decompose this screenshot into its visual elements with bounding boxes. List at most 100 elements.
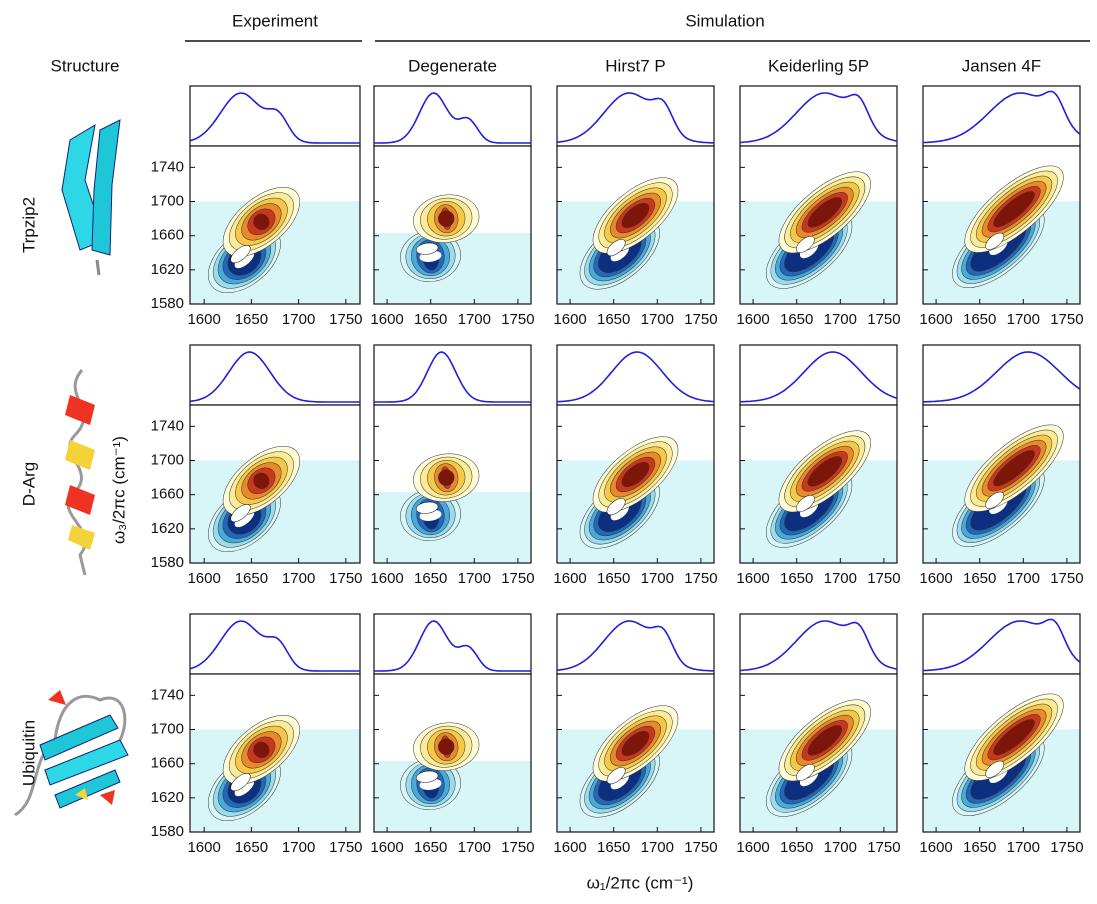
contour-frame [556, 673, 715, 833]
positive-contour [253, 213, 270, 230]
positive-contour [621, 203, 650, 228]
x-tick-label: 1700 [458, 570, 491, 587]
contour-background [374, 405, 531, 453]
x-tick-label: 1600 [187, 311, 220, 328]
negative-peak [415, 242, 439, 255]
x-tick-label: 1750 [867, 570, 900, 587]
row-label: Ubiquitin [19, 720, 38, 786]
spectrum-line [922, 90, 1081, 144]
negative-peak [796, 235, 815, 253]
negative-peak [606, 767, 626, 785]
structure-d-arg [65, 369, 95, 576]
x-tick-label: 1600 [919, 839, 952, 856]
x-tick-label: 1600 [736, 311, 769, 328]
positive-contour [807, 725, 843, 756]
positive-contour [621, 731, 650, 756]
spectrum-frame [189, 344, 361, 406]
negative-peak [230, 504, 251, 523]
contour-background [190, 146, 360, 194]
x-tick-label: 1750 [329, 570, 362, 587]
x-tick-label: 1750 [867, 839, 900, 856]
spectrum-frame [189, 85, 361, 147]
column-header: Jansen 4F [962, 56, 1041, 75]
negative-peak [230, 773, 251, 792]
contour-background [740, 674, 897, 722]
negative-peak [415, 501, 439, 514]
x-tick-label: 1650 [597, 570, 630, 587]
contour-frame [556, 404, 715, 564]
x-tick-label: 1700 [282, 570, 315, 587]
positive-contour [253, 741, 270, 758]
negative-peak [606, 239, 626, 257]
spectrum-line [556, 620, 714, 672]
x-tick-label: 1700 [458, 311, 491, 328]
positive-contour [993, 191, 1035, 228]
contour-frame [922, 145, 1081, 305]
y-tick-label: 1700 [151, 720, 184, 737]
contour-frame [556, 145, 715, 305]
x-tick-label: 1600 [736, 839, 769, 856]
contour-background [740, 146, 897, 194]
contour-plot [557, 405, 714, 563]
column-header: Keiderling 5P [768, 56, 869, 75]
contour-frame [189, 145, 361, 305]
contour-frame [373, 145, 532, 305]
y-tick-label: 1620 [151, 520, 184, 537]
x-tick-label: 1650 [780, 570, 813, 587]
x-tick-label: 1700 [824, 839, 857, 856]
contour-background [557, 405, 714, 453]
spectrum-line [189, 351, 360, 403]
contour-background [557, 674, 714, 722]
y-tick-label: 1580 [151, 823, 184, 840]
y-tick-label: 1660 [151, 227, 184, 244]
x-tick-label: 1650 [963, 311, 996, 328]
x-tick-label: 1650 [780, 311, 813, 328]
spectrum-line [556, 351, 715, 403]
positive-contour [621, 462, 650, 487]
y-axis-label: ω₃/2πc (cm⁻¹) [109, 436, 128, 544]
x-tick-label: 1750 [684, 839, 717, 856]
positive-contour [807, 456, 843, 487]
contour-plot [374, 674, 531, 832]
contour-plot [740, 674, 897, 832]
spectrum-line [374, 620, 531, 672]
y-tick-label: 1620 [151, 261, 184, 278]
x-tick-label: 1700 [824, 311, 857, 328]
x-tick-label: 1700 [1007, 311, 1040, 328]
x-tick-label: 1650 [597, 839, 630, 856]
contour-frame [373, 673, 532, 833]
x-tick-label: 1600 [370, 839, 403, 856]
x-tick-label: 1700 [641, 839, 674, 856]
spectrum-line [739, 351, 898, 403]
x-tick-label: 1650 [963, 839, 996, 856]
y-tick-label: 1660 [151, 755, 184, 772]
negative-peak [796, 494, 815, 512]
x-tick-label: 1600 [187, 570, 220, 587]
negative-peak [796, 763, 815, 781]
y-tick-label: 1580 [151, 295, 184, 312]
spectrum-frame [556, 85, 715, 147]
row-label: Trpzip2 [19, 197, 38, 253]
contour-frame [739, 145, 898, 305]
x-tick-label: 1600 [553, 839, 586, 856]
x-tick-label: 1750 [1050, 311, 1083, 328]
spectrum-line [923, 351, 1081, 403]
spectrum-frame [739, 344, 898, 406]
x-tick-label: 1600 [553, 570, 586, 587]
x-tick-label: 1600 [370, 570, 403, 587]
spectrum-frame [373, 344, 532, 406]
negative-peak [985, 491, 1005, 509]
x-tick-label: 1600 [736, 570, 769, 587]
y-tick-label: 1700 [151, 451, 184, 468]
x-tick-label: 1650 [235, 570, 268, 587]
spectrum-line [556, 92, 714, 144]
positive-contour [993, 719, 1035, 756]
y-tick-label: 1660 [151, 486, 184, 503]
x-axis-label: ω₁/2πc (cm⁻¹) [587, 873, 694, 892]
contour-plot [557, 146, 714, 304]
structure-ubiquitin [14, 690, 129, 817]
row-label: D-Arg [19, 462, 38, 506]
negative-peak [985, 232, 1005, 250]
x-tick-label: 1750 [329, 311, 362, 328]
negative-peak [606, 498, 626, 516]
